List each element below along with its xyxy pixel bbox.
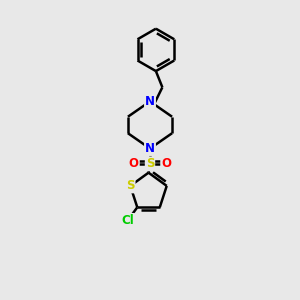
Text: S: S [146,157,154,170]
Text: N: N [145,95,155,108]
Text: Cl: Cl [122,214,134,227]
Text: O: O [161,157,171,170]
Text: O: O [129,157,139,170]
Text: N: N [145,142,155,155]
Text: S: S [126,179,135,192]
